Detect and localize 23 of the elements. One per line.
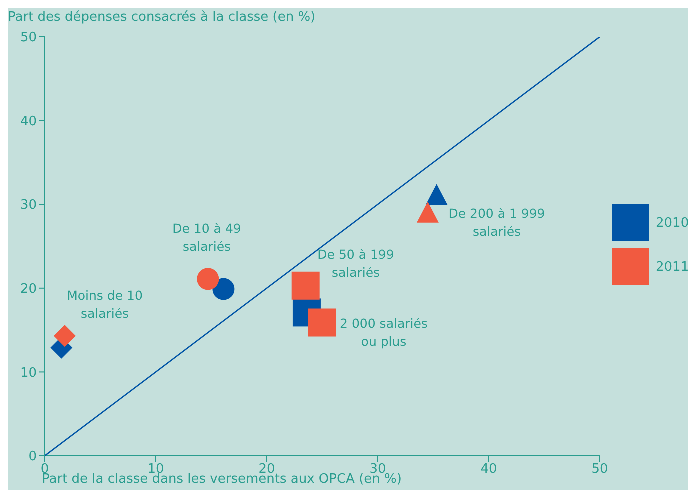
- annotation: Moins de 10 salariés: [67, 288, 143, 321]
- point: [308, 308, 336, 337]
- point: [292, 272, 320, 300]
- annotation: De 10 à 49 salariés: [172, 221, 242, 254]
- y-tick-label: 50: [20, 30, 37, 46]
- x-tick-label: 40: [480, 462, 498, 478]
- y-tick-label: 10: [20, 366, 37, 381]
- y-tick-label: 40: [20, 114, 37, 130]
- point: [197, 268, 220, 290]
- x-tick-label: 50: [592, 462, 608, 478]
- text: 2011: [656, 260, 690, 275]
- chart-title: Part des dépenses consacrés à la classe (en %): [8, 10, 316, 25]
- annotation: 2 000 salariés ou plus: [340, 316, 428, 349]
- point: [212, 278, 235, 300]
- y-tick-label: 0: [28, 450, 37, 465]
- text: 2010: [656, 216, 690, 231]
- y-tick-label: 30: [20, 198, 37, 214]
- annotation: De 50 à 199 salariés: [318, 247, 394, 280]
- point: [426, 184, 448, 206]
- point: [54, 325, 76, 348]
- annotation: De 200 à 1 999 salariés: [448, 206, 546, 239]
- point: [416, 202, 439, 223]
- y-tick-label: 20: [20, 282, 37, 298]
